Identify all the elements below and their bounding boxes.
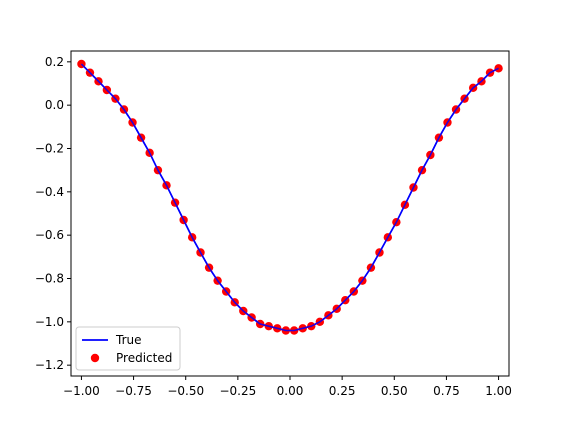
legend-box [75, 326, 181, 371]
y-tick-label: 0.2 [45, 55, 64, 69]
plot-area [70, 50, 510, 377]
x-tick-label: −0.50 [167, 384, 204, 398]
legend-label: True [115, 333, 142, 347]
legend-swatch-predicted [90, 353, 100, 363]
series-layer [77, 59, 503, 335]
legend-label: Predicted [116, 351, 172, 365]
y-tick-label: 0.0 [45, 98, 64, 112]
x-tick-label: 0.50 [381, 384, 408, 398]
y-axis: 0.2 0.0 −0.2 −0.4 −0.6 −0.8 −1.0 −1.2 [35, 55, 71, 372]
y-tick-label: −1.0 [35, 315, 64, 329]
y-tick-label: −0.2 [35, 142, 64, 156]
x-tick-label: 0.25 [329, 384, 356, 398]
y-tick-label: −0.6 [35, 228, 64, 242]
y-tick-label: −0.4 [35, 185, 64, 199]
y-tick-label: −1.2 [35, 358, 64, 372]
x-tick-label: 0.75 [433, 384, 460, 398]
x-tick-label: 1.00 [485, 384, 512, 398]
x-tick-label: −1.00 [63, 384, 100, 398]
x-axis: −1.00 −0.75 −0.50 −0.25 0.00 0.25 0.50 0.75 1.00 [63, 376, 512, 398]
legend: True Predicted [75, 326, 181, 371]
x-tick-label: −0.25 [219, 384, 256, 398]
y-tick-label: −0.8 [35, 272, 64, 286]
series-line-true-overlay [80, 63, 499, 332]
x-tick-label: 0.00 [277, 384, 304, 398]
x-tick-label: −0.75 [115, 384, 152, 398]
